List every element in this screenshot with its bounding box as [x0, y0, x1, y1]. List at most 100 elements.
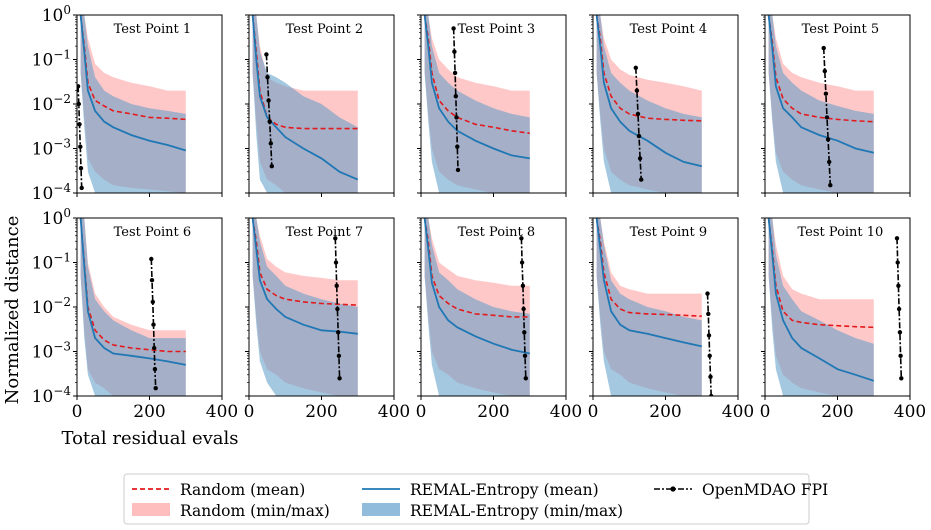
plot-area	[767, 218, 904, 396]
fpi-marker	[705, 291, 710, 296]
fpi-marker	[264, 52, 269, 57]
fpi-marker	[706, 311, 711, 317]
x-tick-label: 0	[760, 402, 771, 422]
plot-area	[595, 15, 703, 193]
fpi-marker	[897, 330, 903, 335]
subplot-panel: Test Point 9 0 200 400	[588, 217, 754, 422]
remal-mean-line	[79, 218, 186, 366]
plot-area	[77, 15, 187, 193]
fpi-marker	[453, 94, 458, 99]
x-tick-label: 0	[72, 402, 83, 422]
fpi-marker	[152, 367, 158, 372]
fpi-marker	[639, 177, 644, 182]
fpi-marker	[633, 65, 638, 71]
panel-title: Test Point 10	[797, 225, 883, 240]
fpi-marker	[452, 49, 457, 54]
fpi-marker	[827, 159, 832, 165]
y-tick-label: 100	[42, 206, 71, 229]
subplot-panel: Test Point 5	[761, 14, 911, 197]
panel-title: Test Point 9	[630, 225, 708, 240]
panel-title: Test Point 3	[458, 22, 536, 37]
fpi-marker	[455, 167, 461, 173]
x-tick-label: 400	[206, 402, 238, 422]
fpi-marker	[894, 236, 900, 241]
x-tick-label: 200	[821, 402, 853, 422]
y-tick-label: 10−4	[32, 384, 72, 407]
fpi-marker	[823, 91, 829, 96]
legend-item: OpenMDAO FPI	[654, 481, 828, 499]
fpi-marker	[79, 185, 84, 191]
subplot-panel: Test Point 3	[417, 14, 567, 197]
fpi-marker	[77, 101, 81, 107]
panel-title: Test Point 6	[114, 225, 192, 240]
remal-mean-line	[251, 218, 358, 335]
legend-label: Random (min/max)	[180, 502, 330, 520]
panel-title: Test Point 5	[802, 22, 880, 37]
fpi-marker	[825, 137, 831, 142]
fpi-line	[77, 86, 83, 188]
remal-band	[768, 218, 874, 396]
fpi-marker	[519, 260, 525, 265]
fpi-marker	[634, 88, 640, 93]
fpi-marker	[151, 322, 156, 327]
fpi-marker	[269, 164, 274, 169]
fpi-marker	[824, 115, 830, 120]
fpi-marker	[149, 278, 155, 283]
fpi-marker	[828, 183, 833, 188]
fpi-marker	[152, 345, 157, 351]
fpi-line	[706, 293, 712, 396]
legend: Random (mean) Random (min/max) REMAL-Entro…	[123, 473, 828, 525]
fpi-marker	[452, 70, 458, 76]
fpi-marker	[150, 299, 155, 305]
remal-band	[80, 15, 186, 193]
remal-band	[252, 15, 358, 193]
y-tick-label: 10−1	[32, 48, 71, 71]
fpi-marker	[522, 353, 528, 358]
legend-item: Random (min/max)	[132, 502, 330, 520]
fpi-marker	[265, 75, 270, 80]
y-tick-label: 10−3	[32, 340, 71, 363]
remal-mean-line	[595, 218, 702, 348]
fpi-marker	[896, 306, 902, 312]
fpi-line	[265, 54, 273, 167]
y-tick-label: 10−3	[32, 137, 71, 160]
fpi-marker	[455, 144, 460, 149]
legend-item: REMAL-Entropy (mean)	[362, 481, 599, 499]
remal-mean-line	[79, 15, 187, 152]
fpi-marker	[334, 283, 339, 288]
fpi-marker	[267, 119, 272, 124]
x-tick-label: 200	[133, 402, 165, 422]
fpi-marker	[706, 333, 712, 338]
fpi-marker	[707, 353, 712, 358]
fpi-marker	[822, 68, 827, 74]
plot-area	[79, 218, 186, 396]
fpi-line	[635, 67, 642, 180]
remal-mean-line	[251, 15, 359, 181]
fpi-marker	[895, 260, 900, 265]
fpi-marker	[153, 386, 158, 391]
legend-item: REMAL-Entropy (min/max)	[362, 502, 623, 520]
subplot-panel: Test Point 4	[589, 14, 739, 197]
fpi-marker	[337, 376, 342, 381]
fpi-marker	[78, 144, 83, 149]
remal-band	[424, 218, 530, 396]
y-tick-label: 10−1	[32, 251, 71, 274]
fpi-marker	[636, 133, 642, 139]
legend-label: OpenMDAO FPI	[702, 481, 828, 499]
x-tick-label: 400	[894, 402, 926, 422]
fpi-marker	[523, 376, 528, 381]
legend-label: REMAL-Entropy (mean)	[410, 481, 599, 499]
x-tick-label: 0	[244, 402, 255, 422]
fpi-marker	[451, 26, 456, 31]
random-mean-line	[251, 218, 358, 306]
subplot-panel: Test Point 2	[245, 14, 395, 197]
plot-area	[767, 15, 875, 193]
x-tick-label: 0	[588, 402, 599, 422]
subplot-panel: Test Point 1 10−4 10−3 10−2 10−1 100	[32, 3, 223, 204]
fpi-marker	[519, 236, 524, 241]
legend-items: Random (mean) Random (min/max) REMAL-Entro…	[132, 481, 828, 520]
fpi-marker	[77, 84, 81, 89]
fpi-marker	[149, 256, 154, 262]
y-axis-label: Normalized distance	[2, 216, 23, 405]
plot-area	[251, 218, 358, 396]
